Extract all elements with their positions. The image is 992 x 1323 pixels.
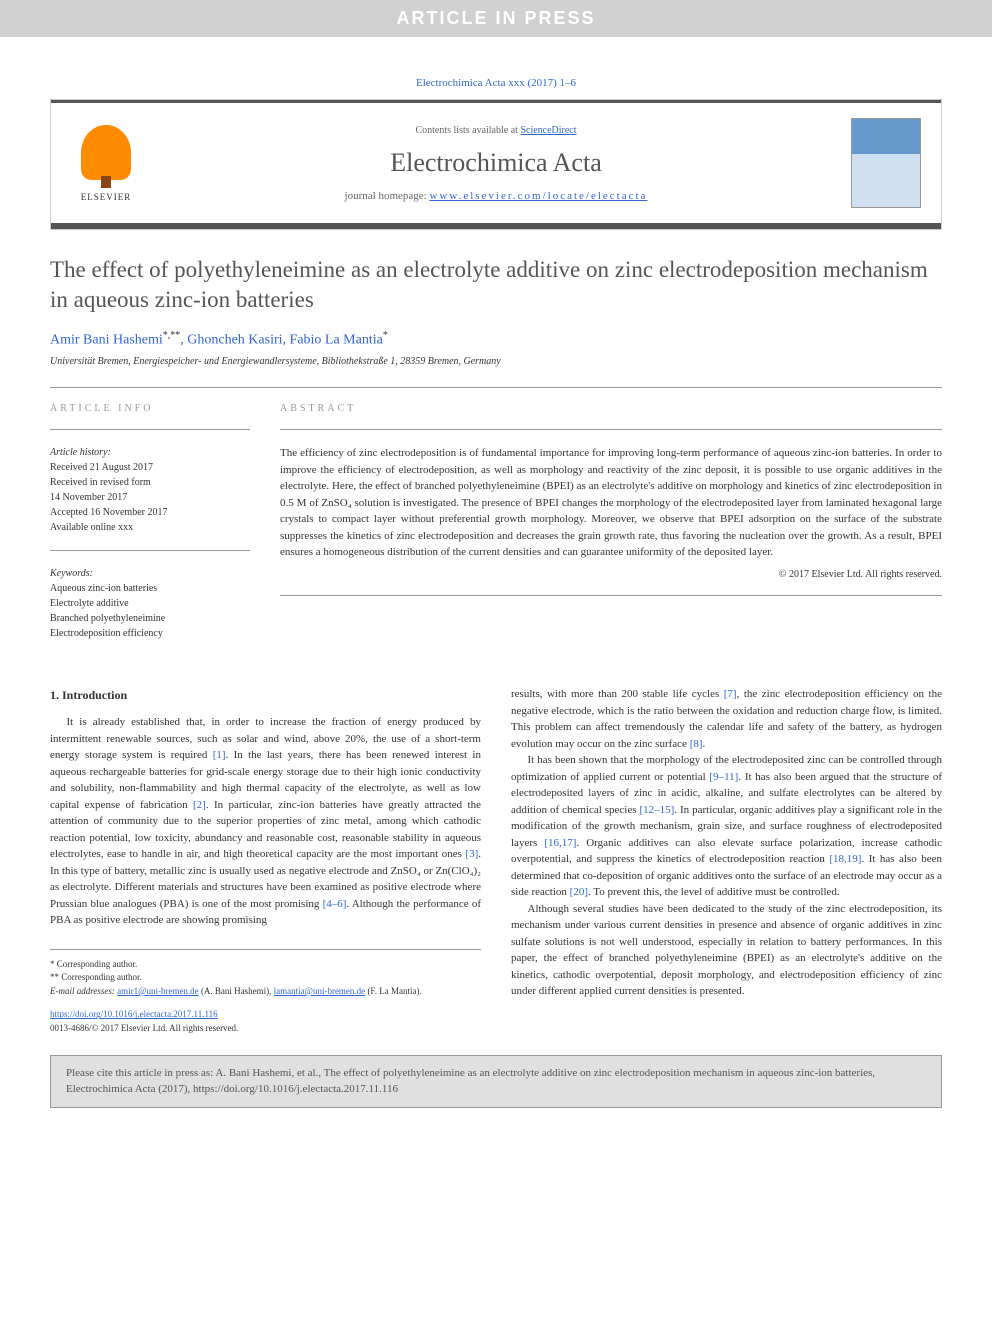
elsevier-logo: ELSEVIER xyxy=(71,123,141,203)
history-line-1: Received in revised form xyxy=(50,475,250,490)
corresponding-2: ** Corresponding author. xyxy=(50,971,481,985)
intro-p3: It has been shown that the morphology of… xyxy=(511,752,942,901)
article-title: The effect of polyethyleneimine as an el… xyxy=(50,255,942,315)
history-line-0: Received 21 August 2017 xyxy=(50,460,250,475)
divider-abstract-2 xyxy=(280,595,942,596)
abstract-heading: ABSTRACT xyxy=(280,403,942,414)
divider-info-1 xyxy=(50,429,250,430)
email-1-name: (A. Bani Hashemi), xyxy=(199,986,274,996)
article-history-block: Article history: Received 21 August 2017… xyxy=(50,445,250,535)
elsevier-tree-icon xyxy=(81,125,131,180)
ref-16-17[interactable]: [16,17] xyxy=(544,837,576,849)
body-column-right: results, with more than 200 stable life … xyxy=(511,686,942,1035)
email-label: E-mail addresses: xyxy=(50,986,117,996)
keyword-0: Aqueous zinc-ion batteries xyxy=(50,581,250,596)
intro-p1: It is already established that, in order… xyxy=(50,714,481,929)
p2-c: . xyxy=(703,738,706,750)
sciencedirect-link[interactable]: ScienceDirect xyxy=(520,125,576,136)
ref-7[interactable]: [7] xyxy=(724,688,737,700)
keywords-label: Keywords: xyxy=(50,566,250,581)
email-1-link[interactable]: amir1@uni-bremen.de xyxy=(117,986,199,996)
author-1: Amir Bani Hashemi xyxy=(50,332,163,347)
homepage-prefix: journal homepage: xyxy=(345,190,430,202)
body-columns: 1. Introduction It is already establishe… xyxy=(50,686,942,1035)
ref-8[interactable]: [8] xyxy=(690,738,703,750)
history-line-2: 14 November 2017 xyxy=(50,490,250,505)
keywords-block: Keywords: Aqueous zinc-ion batteries Ele… xyxy=(50,566,250,641)
corresponding-1: * Corresponding author. xyxy=(50,958,481,972)
abstract-copyright: © 2017 Elsevier Ltd. All rights reserved… xyxy=(280,569,942,580)
ref-18-19[interactable]: [18,19] xyxy=(829,853,861,865)
email-2-name: (F. La Mantia). xyxy=(365,986,422,996)
citation-box: Please cite this article in press as: A.… xyxy=(50,1055,942,1108)
history-label: Article history: xyxy=(50,445,250,460)
author-3-markers: * xyxy=(383,330,388,341)
email-line: E-mail addresses: amir1@uni-bremen.de (A… xyxy=(50,985,481,999)
divider-abstract xyxy=(280,429,942,430)
journal-reference: Electrochimica Acta xxx (2017) 1–6 xyxy=(50,67,942,99)
ref-9-11[interactable]: [9–11] xyxy=(709,771,738,783)
header-bar-bottom xyxy=(51,223,941,229)
email-2-link[interactable]: lamantia@uni-bremen.de xyxy=(274,986,366,996)
ref-4-6[interactable]: [4–6] xyxy=(323,898,347,910)
homepage-line: journal homepage: www.elsevier.com/locat… xyxy=(161,190,831,202)
article-info-heading: ARTICLE INFO xyxy=(50,403,250,414)
keyword-2: Branched polyethyleneimine xyxy=(50,611,250,626)
journal-cover-thumbnail xyxy=(851,118,921,208)
author-1-markers: *,** xyxy=(163,330,181,341)
journal-name: Electrochimica Acta xyxy=(161,148,831,178)
issn-line: 0013-4686/© 2017 Elsevier Ltd. All right… xyxy=(50,1022,481,1036)
keyword-1: Electrolyte additive xyxy=(50,596,250,611)
ref-1[interactable]: [1] xyxy=(213,749,226,761)
keyword-3: Electrodeposition efficiency xyxy=(50,626,250,641)
contents-prefix: Contents lists available at xyxy=(415,125,520,136)
abstract-column: ABSTRACT The efficiency of zinc electrod… xyxy=(280,403,942,656)
affiliation: Universität Bremen, Energiespeicher- und… xyxy=(50,356,942,367)
ref-12-15[interactable]: [12–15] xyxy=(639,804,674,816)
p2-a: results, with more than 200 stable life … xyxy=(511,688,724,700)
author-2: Ghoncheh Kasiri xyxy=(187,332,282,347)
footnotes: * Corresponding author. ** Corresponding… xyxy=(50,949,481,999)
ref-3[interactable]: [3] xyxy=(465,848,478,860)
page-container: Electrochimica Acta xxx (2017) 1–6 ELSEV… xyxy=(0,37,992,1138)
ref-2[interactable]: [2] xyxy=(193,799,206,811)
contents-line: Contents lists available at ScienceDirec… xyxy=(161,125,831,136)
elsevier-text: ELSEVIER xyxy=(81,192,132,202)
body-column-left: 1. Introduction It is already establishe… xyxy=(50,686,481,1035)
article-in-press-banner: ARTICLE IN PRESS xyxy=(0,0,992,37)
authors-line: Amir Bani Hashemi*,**, Ghoncheh Kasiri, … xyxy=(50,330,942,349)
ref-20[interactable]: [20] xyxy=(570,886,588,898)
abstract-text: The efficiency of zinc electrodeposition… xyxy=(280,445,942,561)
homepage-link[interactable]: www.elsevier.com/locate/electacta xyxy=(429,190,647,202)
intro-p2: results, with more than 200 stable life … xyxy=(511,686,942,752)
info-abstract-row: ARTICLE INFO Article history: Received 2… xyxy=(50,403,942,656)
divider-info-2 xyxy=(50,550,250,551)
divider-1 xyxy=(50,387,942,388)
article-info-column: ARTICLE INFO Article history: Received 2… xyxy=(50,403,250,656)
doi-link[interactable]: https://doi.org/10.1016/j.electacta.2017… xyxy=(50,1009,218,1019)
introduction-heading: 1. Introduction xyxy=(50,686,481,704)
journal-header-box: ELSEVIER Contents lists available at Sci… xyxy=(50,99,942,230)
intro-p4: Although several studies have been dedic… xyxy=(511,901,942,1000)
author-3: Fabio La Mantia xyxy=(290,332,383,347)
p3-f: . To prevent this, the level of additive… xyxy=(588,886,840,898)
history-line-4: Available online xxx xyxy=(50,520,250,535)
doi-block: https://doi.org/10.1016/j.electacta.2017… xyxy=(50,1008,481,1035)
history-line-3: Accepted 16 November 2017 xyxy=(50,505,250,520)
